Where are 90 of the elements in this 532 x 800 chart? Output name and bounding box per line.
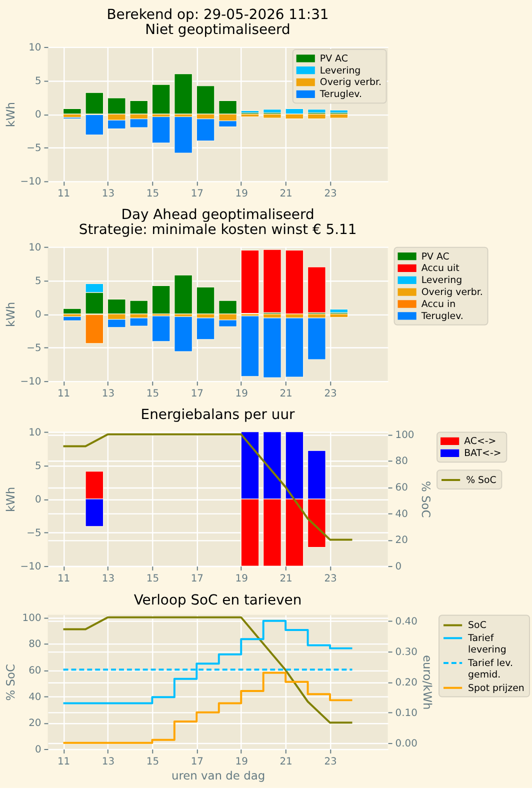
y2-tick-label: 60 (395, 482, 408, 494)
x-tick-label: 21 (280, 573, 292, 584)
x-tick-label: 15 (146, 573, 160, 584)
chart-subtitle: Strategie: minimale kosten winst € 5.11 (78, 222, 357, 238)
y2-tick-label: 100 (395, 430, 414, 441)
y-tick-label: −5 (26, 143, 42, 154)
y-tick-label: 0 (34, 744, 42, 756)
legend-label: PV AC (421, 251, 450, 262)
legend-label: Tarief lev. gemid. (467, 658, 513, 680)
y-tick-label: 0 (34, 494, 42, 506)
y2-tick-label: 0.20 (395, 677, 418, 688)
y-tick-label: 40 (28, 692, 42, 703)
x-tick-label: 15 (146, 188, 160, 200)
x-tick-label: 11 (57, 573, 70, 584)
y2-tick-label: 0.40 (395, 616, 418, 628)
y2-tick-label: 0.10 (395, 708, 418, 719)
y-tick-label: 100 (22, 612, 42, 624)
x-tick-label: 15 (146, 756, 160, 768)
x-tick-label: 17 (190, 188, 204, 200)
x-tick-label: 15 (146, 388, 160, 400)
y-tick-label: 5 (34, 276, 42, 287)
y-axis-title: % SoC (3, 664, 18, 701)
x-tick-label: 11 (57, 756, 70, 768)
x-tick-label: 23 (324, 188, 337, 200)
legend-label: Tarief levering (467, 633, 506, 656)
legend-label: Teruglev. (318, 89, 362, 100)
x-tick-label: 21 (280, 188, 292, 200)
chart-title: Day Ahead geoptimaliseerd (121, 206, 314, 223)
legend-label: % SoC (466, 475, 497, 486)
legend-label: Overig verbr. (421, 287, 483, 298)
x-tick-label: 19 (235, 573, 248, 584)
x-tick-label: 19 (235, 388, 248, 400)
y-tick-label: 10 (28, 42, 42, 54)
legend-label: Accu in (421, 298, 456, 310)
legend-label: Levering (421, 275, 462, 286)
y-tick-label: −10 (20, 376, 42, 388)
y2-tick-label: 0.00 (395, 738, 418, 750)
legend-label: AC<-> (464, 436, 496, 448)
y-axis-title: kWh (3, 102, 18, 128)
y2-tick-label: 0 (395, 562, 402, 573)
x-tick-label: 17 (190, 388, 204, 400)
x-tick-label: 13 (102, 573, 115, 584)
y-axis-title: kWh (3, 486, 18, 512)
x-tick-label: 17 (190, 756, 204, 768)
y2-tick-label: 0.30 (395, 646, 418, 658)
legend-label: Accu uit (421, 263, 460, 274)
y-tick-label: 60 (28, 666, 42, 677)
y-tick-label: 10 (28, 427, 42, 438)
chart-subtitle: Niet geoptimaliseerd (145, 22, 290, 38)
x-tick-label: 17 (190, 573, 204, 584)
x-tick-label: 11 (57, 188, 70, 200)
legend-label: BAT<-> (464, 448, 502, 460)
x-tick-label: 23 (324, 388, 337, 400)
y2-axis-title: % SoC (419, 481, 434, 518)
x-tick-label: 11 (57, 388, 70, 400)
x-tick-label: 13 (102, 188, 115, 200)
y-tick-label: 5 (34, 460, 42, 472)
y-tick-label: 20 (28, 718, 42, 730)
x-tick-label: 19 (235, 188, 248, 200)
legend-label: Overig verbr. (320, 77, 382, 88)
legend-label: Spot prijzen (468, 682, 524, 694)
x-tick-label: 21 (280, 756, 292, 768)
y2-axis-title: euro/kWh (420, 655, 434, 710)
chart-title: Energiebalans per uur (140, 406, 296, 423)
y-tick-label: −10 (20, 176, 42, 188)
legend-label: Teruglev. (420, 310, 464, 322)
y-tick-label: −5 (26, 528, 42, 539)
y-tick-label: 80 (28, 639, 42, 650)
legend-label: PV AC (320, 53, 348, 64)
y2-tick-label: 80 (395, 456, 408, 468)
x-tick-label: 21 (280, 388, 292, 400)
y-tick-label: 10 (28, 242, 42, 254)
y-tick-label: 0 (34, 309, 42, 320)
y-axis-title: kWh (3, 302, 18, 328)
x-tick-label: 13 (102, 756, 115, 768)
x-tick-label: 13 (102, 388, 115, 400)
chart-title: Verloop SoC en tarieven (134, 592, 302, 608)
y2-tick-label: 40 (395, 508, 408, 520)
y-tick-label: 5 (34, 76, 42, 87)
y-tick-label: −5 (26, 342, 42, 354)
y2-tick-label: 20 (395, 535, 408, 546)
y-tick-label: −10 (20, 562, 42, 573)
y-tick-label: 0 (34, 110, 42, 121)
chart-title: Berekend op: 29-05-2026 11:31 (106, 7, 329, 24)
legend-label: SoC (468, 620, 487, 632)
x-tick-label: 19 (235, 756, 248, 768)
x-axis-title: uren van de dag (171, 768, 266, 782)
legend-label: Levering (320, 65, 361, 76)
x-tick-label: 23 (324, 573, 337, 584)
x-tick-label: 23 (324, 756, 337, 768)
